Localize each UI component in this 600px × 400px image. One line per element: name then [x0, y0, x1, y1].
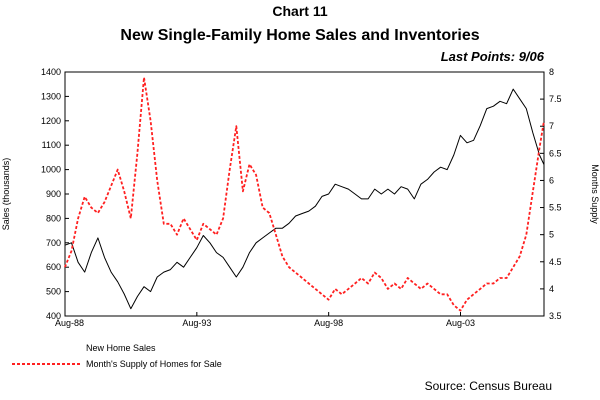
right-tick-label: 3.5	[549, 311, 562, 321]
right-tick-label: 7	[549, 121, 554, 131]
left-tick-label: 1100	[42, 140, 61, 150]
left-tick-label: 1000	[41, 165, 61, 175]
left-tick-label: 800	[46, 213, 61, 223]
legend: New Home Sales Month's Supply of Homes f…	[12, 343, 222, 369]
left-tick-label: 400	[46, 311, 61, 321]
left-tick-label: 1200	[41, 116, 61, 126]
left-tick-label: 700	[46, 238, 61, 248]
left-axis: 400 500 600 700 800 900 1000 1100 1200 1300 1400	[41, 67, 69, 321]
y-left-axis-label: Sales (thousands)	[1, 158, 11, 231]
legend-label-sales: New Home Sales	[86, 343, 156, 353]
left-tick-label: 1400	[41, 67, 61, 77]
right-tick-label: 5.5	[549, 203, 562, 213]
x-tick-label: Aug-93	[182, 318, 211, 328]
x-tick-label: Aug-03	[446, 318, 475, 328]
right-tick-label: 6	[549, 175, 554, 185]
right-tick-label: 5	[549, 230, 554, 240]
y-right-axis-label: Months Supply	[590, 164, 600, 224]
right-axis: 3.5 4 4.5 5 5.5 6 6.5 7 7.5 8	[540, 67, 562, 321]
right-tick-label: 7.5	[549, 94, 562, 104]
series-line-new-home-sales	[64, 88, 545, 310]
left-tick-label: 900	[46, 189, 61, 199]
series-line-months-supply	[64, 76, 545, 312]
series-layer	[64, 76, 545, 312]
right-tick-label: 4	[549, 284, 554, 294]
x-tick-label: Aug-88	[55, 318, 84, 328]
left-tick-label: 600	[46, 262, 61, 272]
right-tick-label: 4.5	[549, 257, 562, 267]
right-tick-label: 6.5	[549, 148, 562, 158]
source-note: Source: Census Bureau	[425, 379, 552, 393]
legend-label-supply: Month's Supply of Homes for Sale	[86, 359, 222, 369]
right-tick-label: 8	[549, 67, 554, 77]
chart-subtitle: Last Points: 9/06	[441, 49, 545, 64]
left-tick-label: 500	[46, 287, 61, 297]
chart-title: New Single-Family Home Sales and Invento…	[120, 27, 479, 44]
chart-number: Chart 11	[272, 3, 327, 19]
left-tick-label: 1300	[41, 91, 61, 101]
x-tick-label: Aug-98	[314, 318, 343, 328]
x-axis: Aug-88 Aug-93 Aug-98 Aug-03	[55, 312, 475, 328]
